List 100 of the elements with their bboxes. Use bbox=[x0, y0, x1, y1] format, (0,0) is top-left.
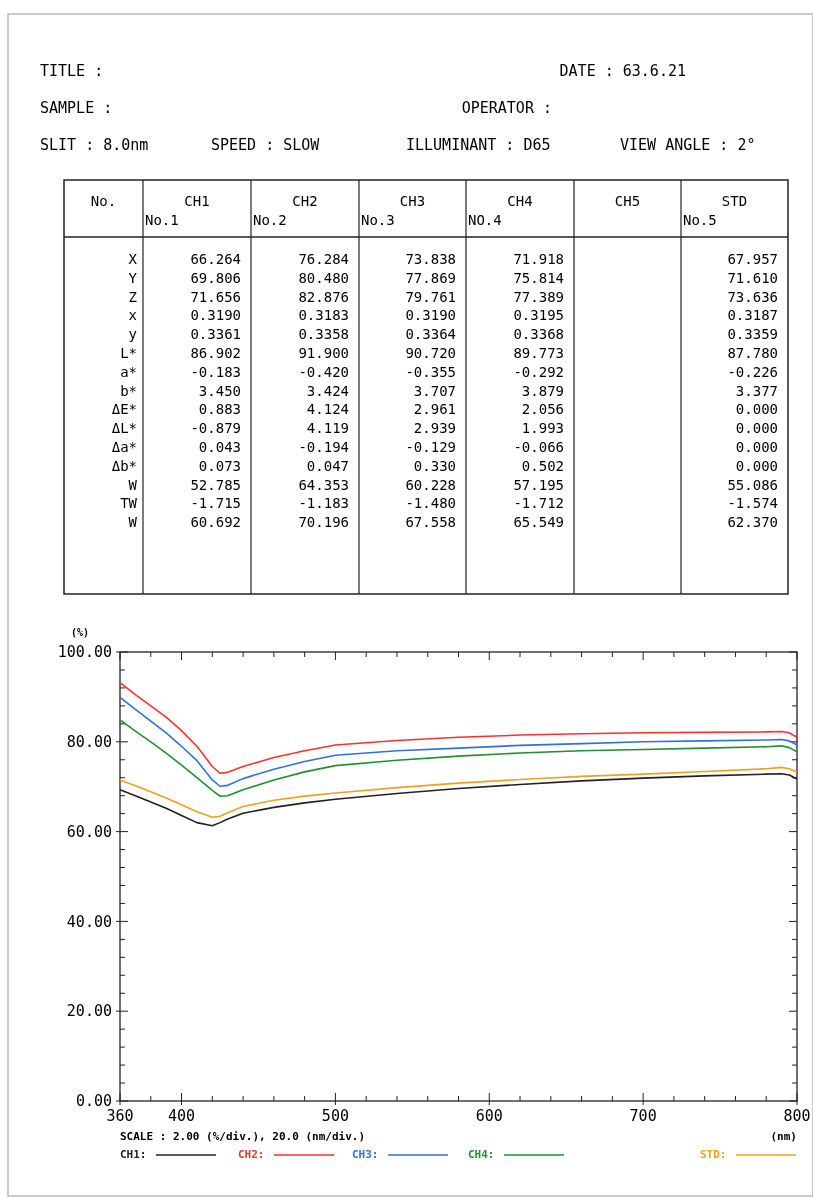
category-label: L* bbox=[120, 345, 137, 361]
x-tick-label: 500 bbox=[321, 1107, 349, 1125]
text: 65.549 bbox=[513, 514, 564, 531]
x-tick-label: 800 bbox=[783, 1107, 811, 1125]
text: -0.183 bbox=[190, 363, 241, 380]
text: 52.785 bbox=[190, 476, 241, 493]
category-label: CH3 No.3 bbox=[361, 193, 426, 228]
text: 3.377 bbox=[735, 382, 778, 399]
text: 89.773 bbox=[513, 345, 564, 361]
text: 67.957 bbox=[727, 251, 778, 267]
line-series bbox=[119, 719, 798, 797]
text: OPERATOR : bbox=[461, 99, 552, 117]
text: 0.502 bbox=[521, 457, 564, 474]
x-axis-title: (nm) bbox=[770, 1130, 797, 1143]
x-tick-label: 700 bbox=[629, 1107, 657, 1125]
category-label: CH4 NO.4 bbox=[468, 193, 533, 228]
text: 75.814 bbox=[513, 269, 564, 286]
text: 91.900 bbox=[298, 345, 349, 361]
text: 3.424 bbox=[306, 382, 349, 399]
text: 0.3183 bbox=[298, 307, 349, 324]
text: SPEED : SLOW bbox=[211, 136, 321, 154]
category-label: STD No.5 bbox=[683, 193, 748, 228]
text: 0.3187 bbox=[727, 307, 778, 324]
text: -0.066 bbox=[513, 439, 564, 455]
text: 71.656 bbox=[190, 288, 241, 305]
text: 0.000 bbox=[735, 401, 778, 418]
text: -0.355 bbox=[405, 363, 456, 380]
text: 71.610 bbox=[727, 269, 778, 286]
text: 4.124 bbox=[306, 401, 349, 418]
category-label: ΔL* bbox=[111, 420, 137, 437]
text: 0.3368 bbox=[513, 326, 564, 343]
category-label: y bbox=[128, 326, 137, 343]
text: -1.712 bbox=[513, 495, 564, 512]
text: 60.692 bbox=[190, 514, 241, 531]
text: 73.636 bbox=[727, 288, 778, 305]
text: 0.043 bbox=[198, 439, 241, 455]
category-label: a* bbox=[120, 363, 137, 380]
text: 0.000 bbox=[735, 420, 778, 437]
text: -0.420 bbox=[298, 363, 349, 380]
text: 77.869 bbox=[405, 269, 456, 286]
y-tick-label: 40.00 bbox=[66, 912, 112, 931]
text: TITLE : bbox=[40, 62, 104, 80]
text: 90.720 bbox=[405, 345, 456, 361]
text: -0.226 bbox=[727, 363, 778, 380]
category-label: x bbox=[128, 307, 137, 324]
text: 60.228 bbox=[405, 476, 456, 493]
text: 76.284 bbox=[298, 251, 349, 267]
y-tick-label: 100.00 bbox=[57, 643, 112, 662]
text: 0.3190 bbox=[405, 307, 456, 324]
x-tick-label: 360 bbox=[106, 1107, 134, 1125]
text: 71.918 bbox=[513, 251, 564, 267]
text: SAMPLE : bbox=[40, 99, 113, 117]
text: 0.3195 bbox=[513, 307, 564, 324]
text: CH4: bbox=[468, 1148, 495, 1161]
text: 0.000 bbox=[735, 457, 778, 474]
text: 79.761 bbox=[405, 288, 456, 305]
text: CH3: bbox=[352, 1148, 379, 1161]
category-label: W bbox=[128, 476, 137, 493]
text: 66.264 bbox=[190, 251, 241, 267]
text: -1.480 bbox=[405, 495, 456, 512]
text: 0.3361 bbox=[190, 326, 241, 343]
text: 86.902 bbox=[190, 345, 241, 361]
line-series bbox=[119, 681, 798, 775]
text: 0.073 bbox=[198, 457, 241, 474]
text: 62.370 bbox=[727, 514, 778, 531]
text: 0.047 bbox=[306, 457, 349, 474]
text: 0.3358 bbox=[298, 326, 349, 343]
text: -1.715 bbox=[190, 495, 241, 512]
category-label: CH1 No.1 bbox=[145, 193, 210, 228]
y-axis-title: (%) bbox=[70, 627, 90, 638]
category-label: CH5 bbox=[614, 193, 641, 209]
y-tick-label: 80.00 bbox=[66, 733, 112, 752]
text: 2.961 bbox=[413, 401, 456, 418]
category-label: X bbox=[128, 251, 137, 267]
category-label: Δa* bbox=[111, 439, 137, 455]
text: 82.876 bbox=[298, 288, 349, 305]
text: VIEW ANGLE : 2° bbox=[620, 136, 756, 154]
line-series bbox=[119, 696, 798, 788]
text: -1.183 bbox=[298, 495, 349, 512]
text: 4.119 bbox=[306, 420, 349, 437]
text: SCALE : 2.00 (%/div.), 20.0 (nm/div.) bbox=[120, 1130, 366, 1143]
x-tick-label: 400 bbox=[168, 1107, 196, 1125]
text: 2.939 bbox=[413, 420, 456, 437]
line-series bbox=[119, 766, 798, 819]
text: 0.330 bbox=[413, 457, 456, 474]
text: 64.353 bbox=[298, 476, 349, 493]
text: 57.195 bbox=[513, 476, 564, 493]
text: DATE : 63.6.21 bbox=[559, 62, 686, 80]
text: 3.450 bbox=[198, 382, 241, 399]
category-label: b* bbox=[120, 382, 137, 399]
text: 0.000 bbox=[735, 439, 778, 455]
text: 69.806 bbox=[190, 269, 241, 286]
text: -0.879 bbox=[190, 420, 241, 437]
y-tick-label: 60.00 bbox=[66, 822, 112, 841]
text: 0.3364 bbox=[405, 326, 456, 343]
text: 80.480 bbox=[298, 269, 349, 286]
text: 0.3359 bbox=[727, 326, 778, 343]
text: 3.879 bbox=[521, 382, 564, 399]
text: No. bbox=[90, 193, 117, 209]
text: 70.196 bbox=[298, 514, 349, 531]
